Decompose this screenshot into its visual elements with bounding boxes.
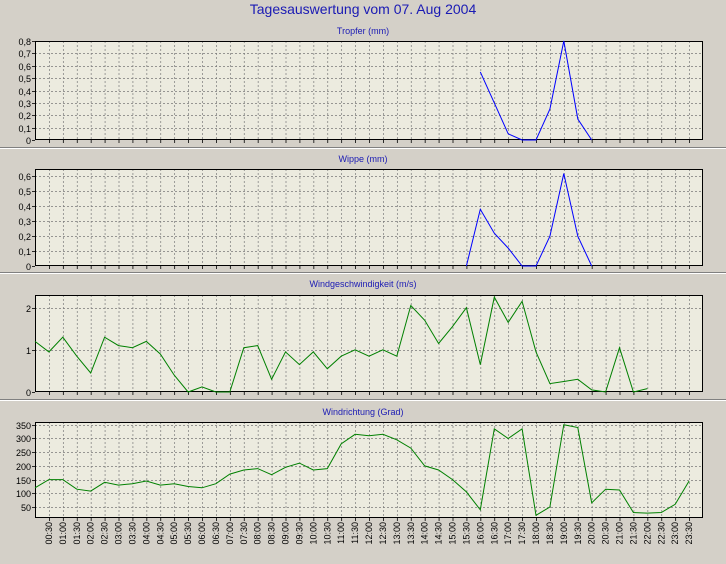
x-tick-label: 18:30 [545, 522, 555, 545]
y-tick-label: 0,3 [18, 99, 31, 109]
y-tick-label: 0 [26, 262, 31, 272]
y-tick-label: 150 [16, 476, 31, 486]
page-title: Tagesauswertung vom 07. Aug 2004 [249, 1, 477, 17]
x-tick-label: 05:30 [183, 522, 193, 545]
x-tick-label: 05:00 [169, 522, 179, 545]
plot-frame [35, 169, 703, 266]
x-tick-label: 03:00 [114, 522, 124, 545]
x-tick-label: 17:00 [503, 522, 513, 545]
panel-separator [0, 147, 726, 149]
x-tick-label: 09:00 [281, 522, 291, 545]
x-tick-label: 15:00 [448, 522, 458, 545]
y-tick-label: 1 [26, 346, 31, 356]
chart-title: Windrichtung (Grad) [322, 407, 403, 417]
y-tick-label: 0,6 [18, 172, 31, 182]
y-tick-label: 0 [26, 136, 31, 146]
y-tick-label: 50 [21, 503, 31, 513]
x-tick-label: 06:30 [211, 522, 221, 545]
x-tick-label: 09:30 [294, 522, 304, 545]
x-tick-label: 15:30 [461, 522, 471, 545]
x-tick-label: 16:30 [489, 522, 499, 545]
x-tick-label: 01:30 [72, 522, 82, 545]
x-tick-label: 20:00 [587, 522, 597, 545]
x-tick-label: 19:00 [559, 522, 569, 545]
x-tick-label: 02:00 [86, 522, 96, 545]
x-tick-label: 22:00 [642, 522, 652, 545]
y-tick-label: 0,2 [18, 111, 31, 121]
panel-separator [0, 272, 726, 274]
y-tick-label: 0,1 [18, 124, 31, 134]
chart-title: Wippe (mm) [339, 154, 388, 164]
x-tick-label: 14:30 [434, 522, 444, 545]
plot-area [35, 41, 703, 140]
panel-separator [0, 399, 726, 401]
x-tick-label: 06:00 [197, 522, 207, 545]
x-tick-label: 08:30 [267, 522, 277, 545]
plot-frame [35, 41, 703, 140]
x-tick-label: 22:30 [656, 522, 666, 545]
x-tick-label: 21:30 [628, 522, 638, 545]
y-tick-label: 2 [26, 304, 31, 314]
x-tick-label: 02:30 [100, 522, 110, 545]
x-tick-label: 23:30 [684, 522, 694, 545]
x-tick-label: 19:30 [573, 522, 583, 545]
y-tick-label: 0,4 [18, 202, 31, 212]
plot-area [35, 169, 703, 266]
x-tick-label: 10:00 [308, 522, 318, 545]
x-tick-label: 03:30 [127, 522, 137, 545]
x-tick-label: 10:30 [322, 522, 332, 545]
y-tick-label: 0 [26, 388, 31, 398]
x-tick-label: 04:00 [141, 522, 151, 545]
x-tick-label: 13:30 [406, 522, 416, 545]
y-tick-label: 0,5 [18, 74, 31, 84]
x-tick-label: 12:30 [378, 522, 388, 545]
y-tick-label: 0,7 [18, 49, 31, 59]
x-tick-label: 11:00 [336, 522, 346, 544]
x-tick-label: 08:00 [253, 522, 263, 545]
y-tick-label: 0,6 [18, 62, 31, 72]
x-tick-label: 01:00 [58, 522, 68, 545]
series-line [34, 424, 690, 517]
y-tick-label: 0,3 [18, 217, 31, 227]
x-tick-label: 00:30 [44, 522, 54, 545]
x-tick-label: 07:30 [239, 522, 249, 545]
y-tick-label: 0,8 [18, 37, 31, 47]
y-tick-label: 0,2 [18, 232, 31, 242]
x-tick-label: 17:30 [517, 522, 527, 545]
series-line [34, 295, 648, 393]
x-tick-label: 14:00 [420, 522, 430, 545]
plot-area [35, 295, 703, 392]
x-tick-label: 11:30 [350, 522, 360, 544]
x-tick-label: 21:00 [615, 522, 625, 545]
y-tick-label: 350 [16, 421, 31, 431]
series-line [465, 173, 593, 267]
y-tick-label: 100 [16, 489, 31, 499]
x-tick-label: 16:00 [475, 522, 485, 545]
y-tick-label: 300 [16, 434, 31, 444]
plot-frame [35, 295, 703, 392]
x-tick-label: 13:00 [392, 522, 402, 545]
plot-frame [35, 422, 703, 518]
x-tick-label: 23:00 [670, 522, 680, 545]
x-tick-label: 12:00 [364, 522, 374, 545]
x-tick-label: 20:30 [601, 522, 611, 545]
y-tick-label: 0,5 [18, 187, 31, 197]
y-tick-label: 0,1 [18, 247, 31, 257]
y-tick-label: 200 [16, 462, 31, 472]
y-tick-label: 250 [16, 448, 31, 458]
series-line [479, 40, 593, 141]
plot-area [35, 422, 703, 518]
chart-title: Tropfer (mm) [337, 26, 389, 36]
x-tick-label: 18:00 [531, 522, 541, 545]
x-tick-label: 07:00 [225, 522, 235, 545]
x-tick-label: 04:30 [155, 522, 165, 545]
y-tick-label: 0,4 [18, 87, 31, 97]
chart-title: Windgeschwindigkeit (m/s) [309, 279, 416, 289]
